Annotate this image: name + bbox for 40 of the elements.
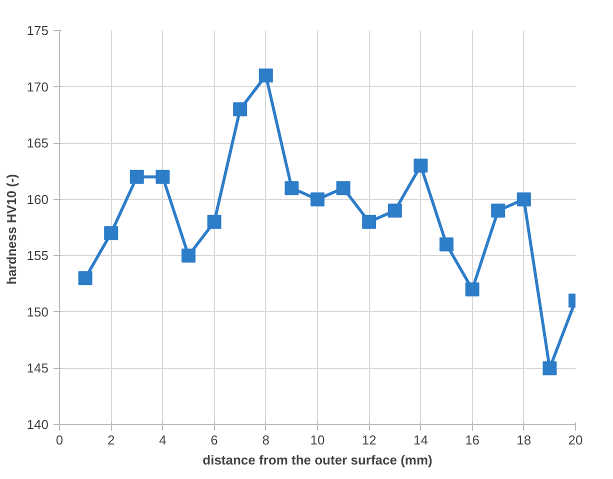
point (78, 271, 92, 286)
y-tick-label: 155 (26, 248, 49, 264)
y-axis-title: hardness HV10 (-) (4, 174, 19, 285)
x-tick-label: 20 (568, 432, 583, 448)
point (104, 226, 118, 240)
x-tick-label: 12 (362, 432, 376, 448)
x-axis-title: distance from the outer surface (mm) (202, 452, 432, 468)
x-tick-label: 6 (210, 432, 218, 448)
y-tick-label: 140 (26, 417, 49, 432)
x-tick-label: 10 (310, 432, 325, 448)
point (156, 170, 170, 184)
point (491, 204, 506, 218)
point (362, 214, 376, 229)
x-tick-label: 14 (413, 432, 428, 448)
y-tick-label: 150 (26, 304, 49, 320)
point (130, 170, 144, 184)
point (258, 68, 273, 83)
point (310, 192, 324, 206)
x-tick-label: 16 (465, 432, 480, 448)
point (542, 361, 557, 376)
y-tick-label: 165 (26, 136, 49, 151)
point (336, 181, 350, 196)
y-tick-label: 170 (26, 79, 49, 94)
y-tick-label: 160 (26, 192, 49, 207)
point (440, 237, 454, 252)
x-tick-label: 2 (107, 432, 115, 448)
point (388, 204, 402, 218)
point (465, 282, 480, 296)
point (207, 214, 222, 229)
x-tick-label: 18 (516, 432, 532, 448)
x-tick-label: 4 (159, 432, 166, 448)
y-tick-label: 145 (26, 360, 49, 376)
x-tick-label: 0 (56, 432, 64, 448)
point (414, 158, 428, 173)
x-tick-label: 8 (262, 432, 270, 448)
point (516, 192, 531, 206)
point (233, 102, 248, 116)
y-tick-label: 175 (26, 23, 49, 38)
point (182, 248, 196, 263)
point (284, 181, 299, 196)
